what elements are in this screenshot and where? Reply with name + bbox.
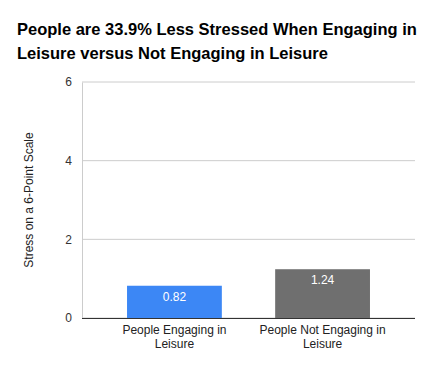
grid-line	[82, 160, 415, 161]
x-tick-label: People Not Engaging inLeisure	[260, 323, 386, 351]
grid	[82, 82, 415, 318]
y-tick-label: 4	[65, 154, 72, 168]
grid-line	[82, 82, 415, 83]
y-tick: 4	[65, 154, 82, 168]
x-tick: People Not Engaging inLeisure	[260, 318, 386, 351]
y-axis-title: Stress on a 6-Point Scale	[22, 132, 36, 268]
y-axis: 0 2 4 6	[65, 75, 82, 325]
bars	[127, 269, 370, 318]
x-axis: People Engaging inLeisure People Not Enga…	[82, 318, 415, 351]
y-tick: 0	[65, 311, 82, 325]
grid-line	[82, 239, 415, 240]
title: People are 33.9% Less Stressed When Enga…	[17, 20, 417, 62]
y-axis-line	[82, 83, 83, 319]
y-tick: 2	[65, 233, 82, 247]
bar	[127, 286, 222, 318]
y-tick-label: 0	[65, 311, 72, 325]
y-tick: 6	[65, 75, 82, 89]
y-tick-label: 6	[65, 75, 72, 89]
y-tick-label: 2	[65, 233, 72, 247]
bar	[275, 269, 370, 318]
x-axis-line	[82, 318, 415, 319]
data-label: 0.82	[163, 290, 187, 304]
chart: People are 33.9% Less Stressed When Enga…	[0, 0, 445, 371]
x-tick-label: People Engaging inLeisure	[122, 323, 226, 351]
data-label: 1.24	[311, 273, 335, 287]
x-tick: People Engaging inLeisure	[122, 318, 226, 351]
data-labels: 0.82 1.24	[163, 273, 335, 304]
